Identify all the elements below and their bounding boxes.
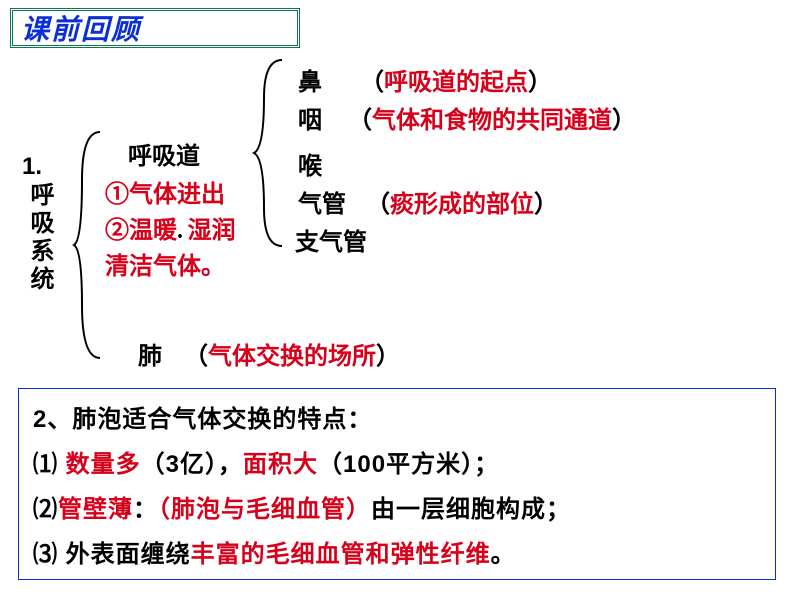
trachea-paren-l: （: [366, 191, 390, 218]
func1: ①气体进出: [105, 174, 225, 209]
l2-c: ：: [133, 496, 158, 523]
func2-row: ②温暖. 湿润: [105, 210, 235, 245]
section1-number: 1.: [22, 153, 42, 181]
trachea-note-text: 痰形成的部位: [390, 191, 534, 218]
brace-left: [72, 130, 102, 360]
nose-paren-r: ）: [528, 69, 552, 96]
pharynx-note-text: 气体和食物的共同通道: [372, 107, 612, 134]
trachea-note: （痰形成的部位）: [366, 184, 558, 219]
l1-c: （3亿），: [141, 451, 243, 478]
section2-line2: ⑵管壁薄：（肺泡与毛细血管）由一层细胞构成；: [33, 489, 761, 524]
pharynx-paren-l: （: [348, 107, 372, 134]
lung-paren-r: ）: [376, 343, 400, 370]
l3-d: 。: [491, 541, 516, 568]
section2-line1: ⑴ 数量多（3亿），面积大（100平方米）；: [33, 444, 761, 479]
lung-note: （气体交换的场所）: [184, 336, 400, 371]
trachea: 气管: [298, 184, 346, 219]
pharynx: 咽: [298, 100, 322, 135]
larynx: 喉: [298, 146, 322, 181]
respiratory-tract: 呼吸道: [128, 136, 200, 171]
trachea-paren-r: ）: [534, 191, 558, 218]
nose-paren-l: （: [360, 69, 384, 96]
l1-e: （100平方米）；: [318, 451, 499, 478]
section2-heading: 2、肺泡适合气体交换的特点：: [33, 399, 761, 434]
l2-b: 管壁薄: [58, 496, 133, 523]
section2-box: 2、肺泡适合气体交换的特点： ⑴ 数量多（3亿），面积大（100平方米）； ⑵管…: [18, 388, 776, 580]
nose: 鼻: [298, 62, 322, 97]
l2-d: （肺泡与毛细血管）: [158, 496, 371, 523]
section1-name: 呼吸系统: [22, 182, 57, 294]
l2-e: 由一层细胞构成；: [371, 496, 571, 523]
lung: 肺: [138, 336, 162, 371]
l2-num: ⑵: [33, 497, 58, 523]
brace-middle: [252, 58, 284, 248]
func2b: 湿润: [187, 217, 235, 244]
l1-d: 面积大: [243, 451, 318, 478]
l1-b: 数量多: [58, 451, 141, 478]
l3-num: ⑶: [33, 542, 58, 568]
title-box: 课前回顾: [10, 8, 300, 48]
lung-note-text: 气体交换的场所: [208, 343, 376, 370]
pharynx-note: （气体和食物的共同通道）: [348, 100, 636, 135]
bronchus: 支气管: [295, 222, 367, 257]
title-text: 课前回顾: [21, 8, 141, 48]
section2-line3: ⑶ 外表面缠绕丰富的毛细血管和弹性纤维。: [33, 534, 761, 569]
func3: 清洁气体。: [105, 246, 225, 281]
pharynx-paren-r: ）: [612, 107, 636, 134]
nose-note: （呼吸道的起点）: [360, 62, 552, 97]
func2a: ②温暖: [105, 217, 177, 244]
lung-paren-l: （: [184, 343, 208, 370]
nose-note-text: 呼吸道的起点: [384, 69, 528, 96]
l1-num: ⑴: [33, 452, 58, 478]
l3-c: 丰富的毛细血管和弹性纤维: [191, 541, 491, 568]
l3-b: 外表面缠绕: [58, 541, 191, 568]
